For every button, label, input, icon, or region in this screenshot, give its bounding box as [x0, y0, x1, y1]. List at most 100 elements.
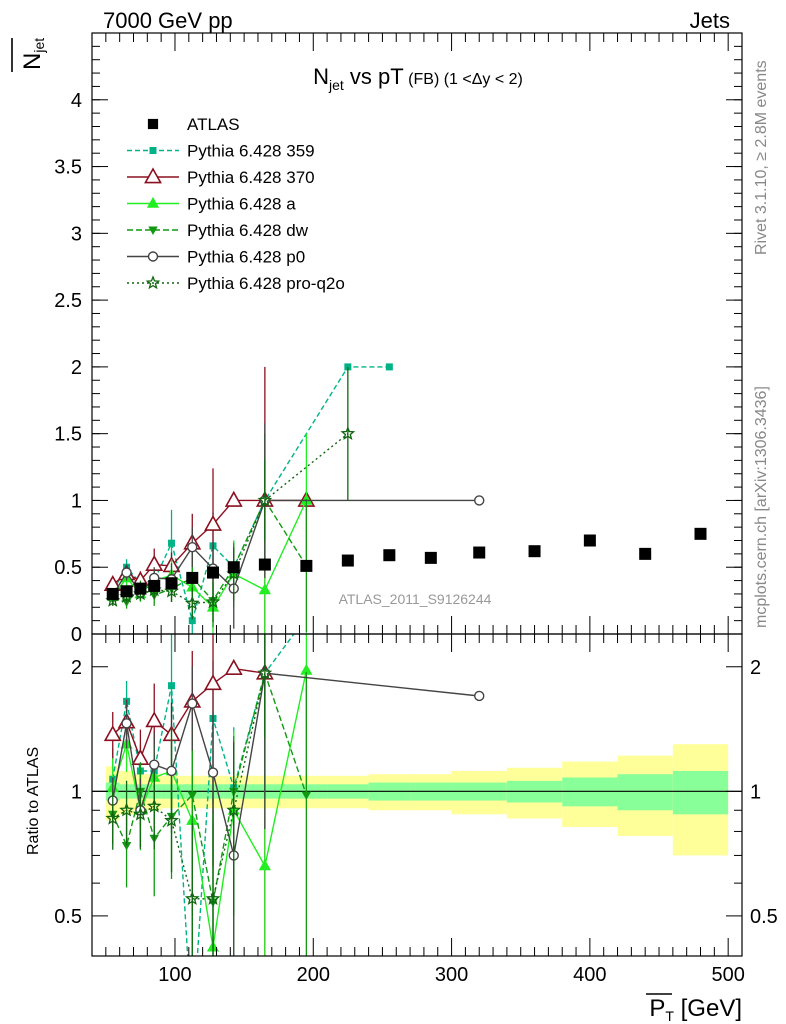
legend-entry: Pythia 6.428 pro-q2o	[127, 274, 345, 293]
data-point	[694, 527, 707, 540]
data-point	[184, 595, 200, 610]
data-point	[168, 682, 176, 690]
ratio-y-tick-label-right: 0.5	[750, 906, 778, 928]
y-tick-label: 0	[71, 624, 82, 646]
data-point	[300, 559, 313, 572]
data-point	[639, 547, 652, 560]
title-small: (FB)	[404, 71, 440, 88]
data-point	[121, 841, 132, 851]
legend-entry: Pythia 6.428 370	[127, 167, 315, 187]
data-point	[528, 545, 541, 558]
svg-text:Njet: Njet	[19, 38, 47, 70]
ratio-band-inner	[617, 774, 673, 811]
legend-entry: ATLAS	[147, 115, 240, 134]
header-left: 7000 GeV pp	[103, 8, 233, 33]
ratio-band-inner	[672, 770, 729, 815]
data-point	[258, 558, 271, 571]
series-line	[112, 673, 266, 900]
svg-text:PT [GeV]: PT [GeV]	[649, 995, 742, 1024]
data-point	[207, 566, 220, 579]
legend: ATLAS Pythia 6.428 359 Pythia 6.428 370 Pyt…	[127, 115, 345, 293]
legend-marker	[149, 147, 157, 154]
data-point	[473, 546, 486, 559]
x-tick-label: 300	[435, 964, 468, 986]
title-sub: jet	[328, 77, 344, 93]
x-title-sub: T	[665, 1008, 674, 1024]
x-title-main: P	[649, 995, 665, 1022]
data-point	[134, 582, 147, 595]
series-line	[112, 670, 308, 948]
series-pythia-6-428-a	[106, 433, 313, 634]
legend-label: Pythia 6.428 359	[187, 142, 315, 161]
data-point	[424, 551, 437, 564]
legend-label: Pythia 6.428 dw	[187, 221, 309, 240]
y-tick-label: 2	[71, 357, 82, 379]
data-point	[184, 890, 200, 906]
ratio-y-tick-label: 1	[71, 781, 82, 803]
data-point	[258, 859, 271, 871]
x-tick-label: 200	[297, 964, 330, 986]
rivet-label: Rivet 3.1.10, ≥ 2.8M events	[753, 60, 770, 255]
legend-entry: Pythia 6.428 359	[127, 142, 315, 161]
y-tick-label: 1	[71, 490, 82, 512]
data-point	[106, 587, 119, 600]
y-tick-label: 2.5	[54, 290, 82, 312]
y-tick-label: 3.5	[54, 157, 82, 179]
data-point	[168, 539, 176, 547]
data-point	[133, 806, 148, 821]
y-tick-label: 3	[71, 223, 82, 245]
data-point	[257, 665, 273, 680]
data-point	[205, 890, 221, 906]
data-point	[385, 363, 393, 371]
x-tick-label: 500	[711, 964, 744, 986]
title-rest: vs pT	[344, 64, 404, 89]
data-point	[204, 674, 222, 691]
data-point	[224, 490, 243, 507]
ratio-y-tick-label-right: 1	[750, 781, 761, 803]
data-point	[583, 534, 596, 547]
data-point	[149, 759, 160, 770]
series-line	[112, 500, 308, 609]
data-point	[204, 514, 222, 531]
legend-marker	[146, 196, 160, 208]
analysis-watermark: ATLAS_2011_S9126244	[339, 591, 492, 607]
legend-label: Pythia 6.428 p0	[187, 248, 305, 267]
y-title-main: N	[19, 53, 46, 70]
data-point	[120, 585, 133, 598]
data-point	[187, 541, 198, 553]
legend-marker	[147, 118, 159, 130]
data-point	[164, 583, 179, 598]
data-point	[103, 725, 122, 742]
y-tick-label: 1.5	[54, 424, 82, 446]
data-point	[207, 767, 219, 778]
chart-title: Njet vs pT (FB) (1 <Δy < 2)	[313, 64, 523, 93]
tick-marks: 0 0.5 1 1.5 2 2.5 3 3.5 4 100 200 300 400 500 0.5 0.5 1 1…	[54, 33, 778, 986]
series-line	[112, 634, 295, 956]
series-line	[112, 433, 349, 605]
data-point	[224, 658, 243, 675]
legend-marker	[147, 251, 159, 262]
x-tick-label: 100	[158, 964, 191, 986]
data-point	[474, 690, 485, 702]
y-tick-label: 0.5	[54, 557, 82, 579]
data-point	[383, 549, 396, 562]
data-point	[164, 812, 179, 827]
ratio-uncertainty-bands	[92, 744, 742, 856]
ratio-y-axis-title: Ratio to ATLAS	[25, 747, 42, 855]
series-pythia-6-428-pro-q2o	[105, 366, 356, 622]
title-cut: (1 <Δy < 2)	[439, 71, 523, 88]
data-point	[474, 495, 485, 506]
legend-label: Pythia 6.428 a	[187, 195, 296, 214]
data-point	[121, 718, 132, 729]
data-point	[187, 791, 198, 800]
data-point	[301, 791, 312, 800]
legend-label: Pythia 6.428 pro-q2o	[187, 274, 345, 293]
data-point	[257, 492, 273, 507]
data-point	[186, 571, 199, 584]
legend-entry: Pythia 6.428 a	[127, 195, 296, 214]
y-tick-label: 4	[71, 90, 82, 112]
x-tick-label: 400	[573, 964, 606, 986]
data-point	[187, 698, 198, 709]
ratio-pythia-6-428-pro-q2o	[105, 634, 273, 956]
